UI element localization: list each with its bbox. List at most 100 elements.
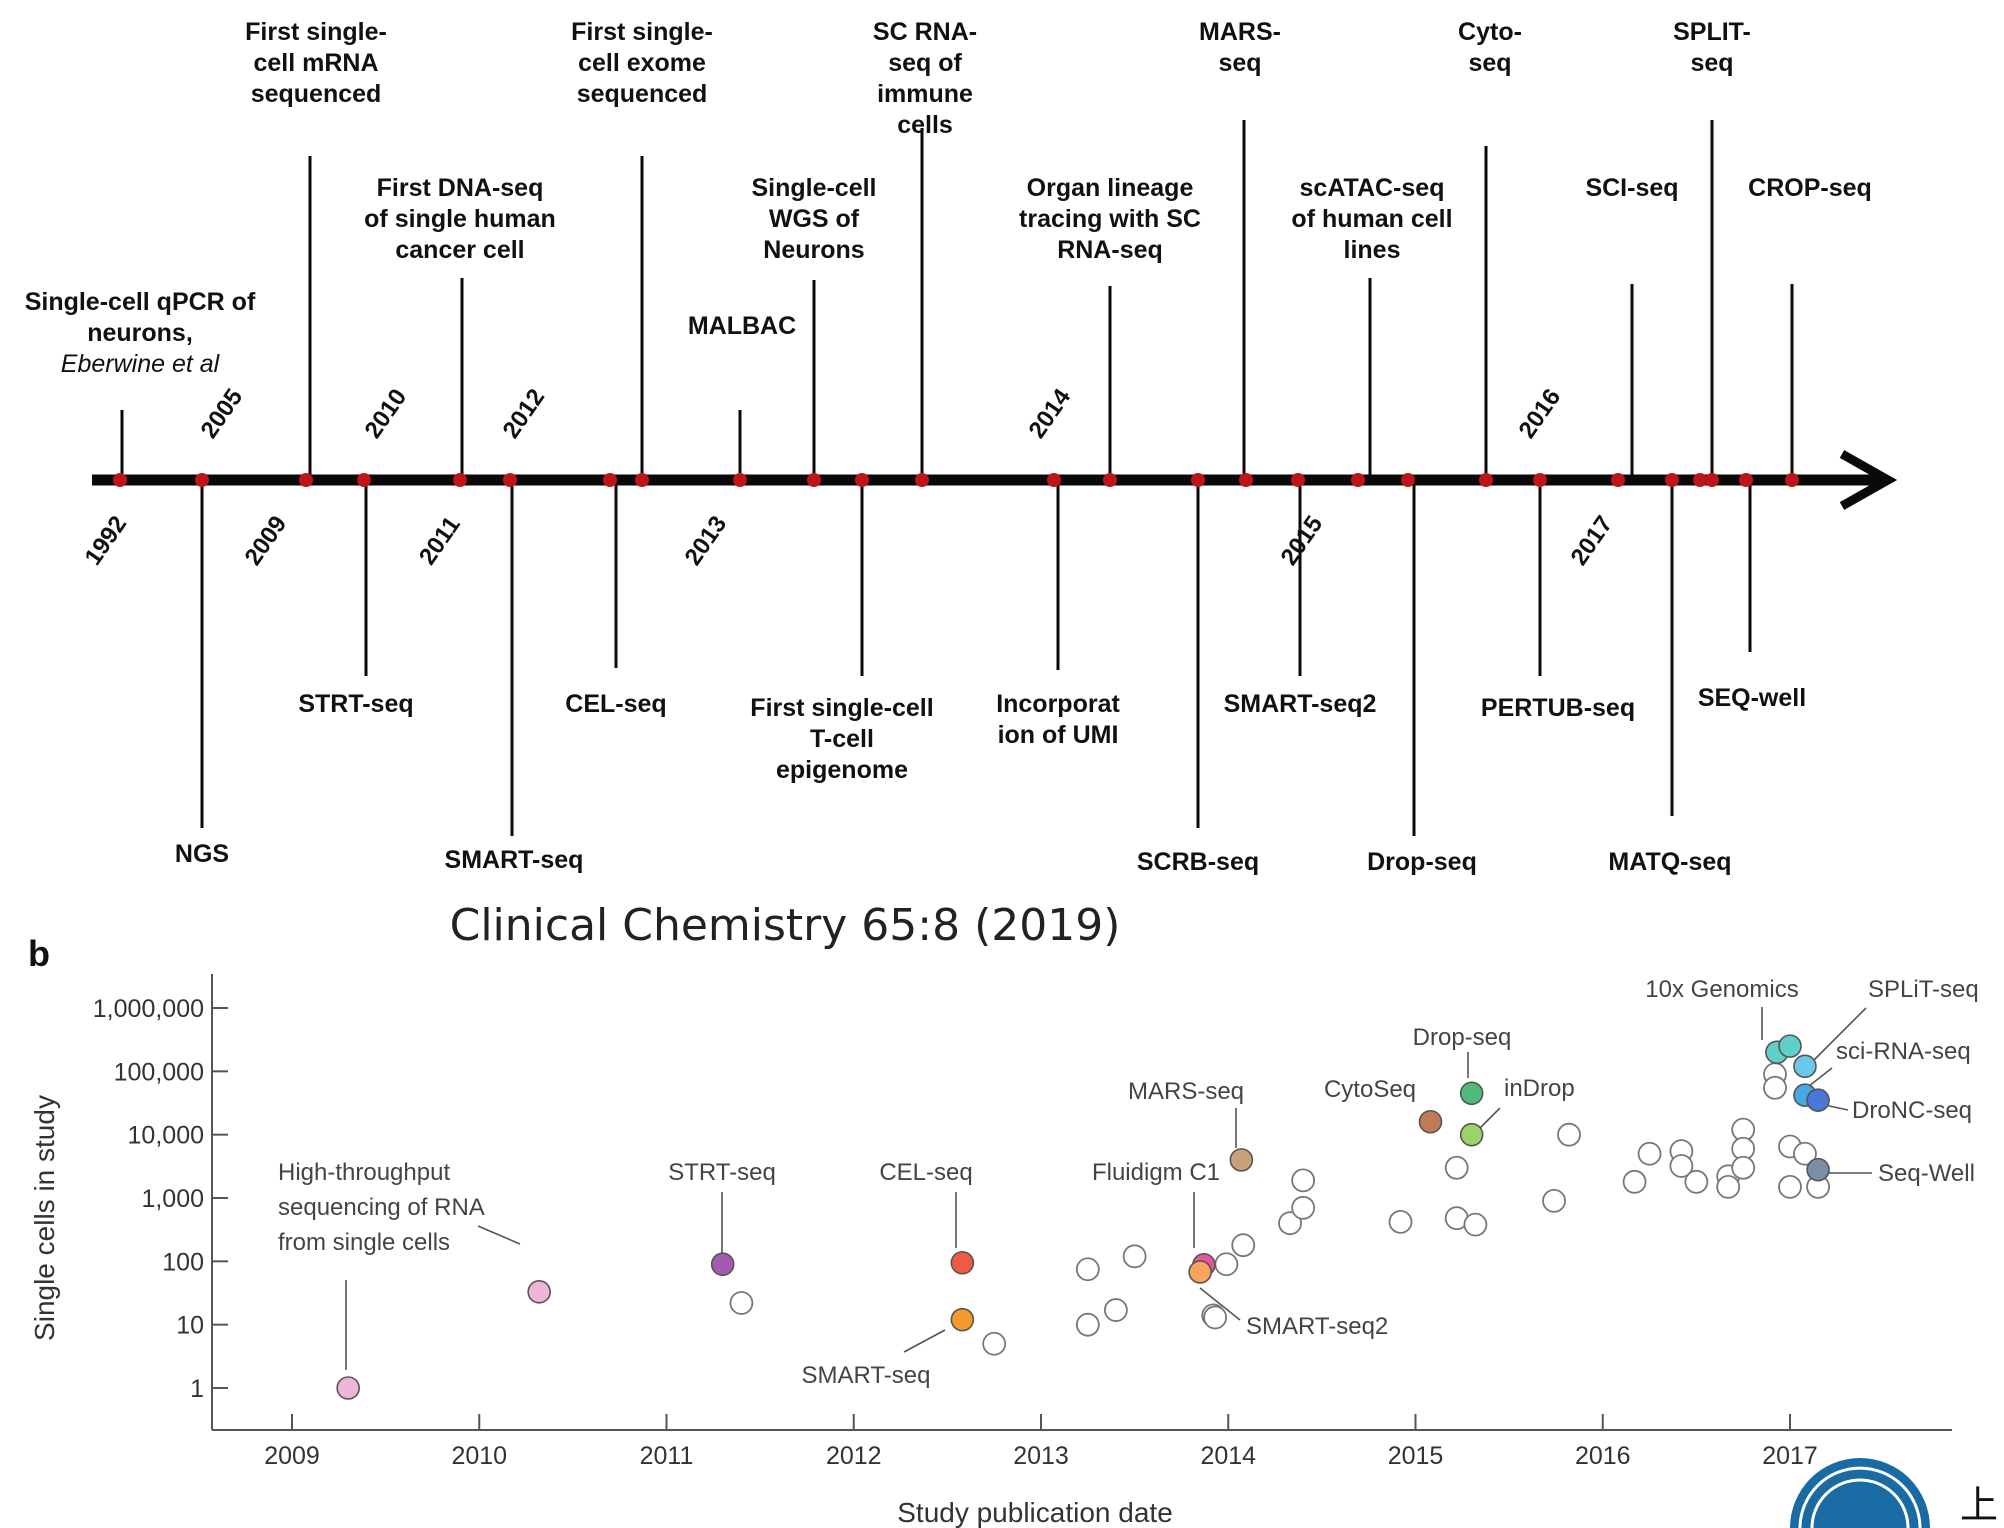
timeline-event-label: CROP-seq	[1748, 174, 1872, 202]
timeline-year-label: 2010	[359, 384, 412, 443]
point-annotation: MARS-seq	[1128, 1078, 1244, 1105]
open-data-point	[1278, 1211, 1302, 1236]
point-annotation: Drop-seq	[1413, 1024, 1512, 1051]
timeline-dot	[1291, 473, 1305, 487]
timeline-year-label: 2012	[497, 384, 550, 443]
timeline-dot	[357, 473, 371, 487]
highlighted-data-point	[527, 1280, 551, 1304]
timeline-event-label: STRT-seq	[298, 690, 413, 718]
timeline-dot	[1611, 473, 1625, 487]
timeline-event-label: SMART-seq	[445, 846, 584, 874]
timeline-dot	[1665, 473, 1679, 487]
highlighted-data-point	[1188, 1260, 1212, 1284]
open-data-point	[729, 1291, 754, 1315]
timeline-event-label: scATAC-seq of human cell lines	[1291, 174, 1452, 264]
y-axis-title: Single cells in study	[29, 1095, 60, 1341]
timeline-dot	[1785, 473, 1799, 487]
point-annotation: High-throughput sequencing of RNA from sin…	[278, 1159, 485, 1256]
timeline-event-label: MATQ-seq	[1608, 848, 1731, 876]
timeline-year-label: 2013	[679, 511, 732, 570]
timeline-dot	[453, 473, 467, 487]
x-tick-label: 2016	[1575, 1442, 1631, 1470]
timeline-dot	[1533, 473, 1547, 487]
timeline-dot	[807, 473, 821, 487]
panel-label: b	[28, 933, 50, 974]
open-data-point	[1291, 1168, 1316, 1193]
x-tick-label: 2015	[1388, 1442, 1444, 1470]
y-tick-label: 1	[190, 1375, 204, 1403]
timeline-event-label: MALBAC	[688, 312, 796, 340]
highlighted-data-point	[1778, 1034, 1802, 1058]
highlighted-data-point	[710, 1252, 735, 1277]
timeline-dot	[603, 473, 617, 487]
timeline-arrowhead	[1839, 450, 1898, 510]
point-annotation: SPLiT-seq	[1868, 976, 1979, 1003]
x-tick-label: 2009	[264, 1442, 320, 1470]
timeline-dot	[503, 473, 517, 487]
timeline-event-label: SCRB-seq	[1137, 848, 1259, 876]
figure-caption: Clinical Chemistry 65:8 (2019)	[450, 900, 1121, 951]
point-annotation: SMART-seq2	[1246, 1313, 1388, 1340]
point-annotation: 10x Genomics	[1645, 976, 1798, 1003]
point-annotation: Seq-Well	[1878, 1160, 1975, 1187]
timeline-event-label: SCI-seq	[1585, 174, 1678, 202]
timeline-dot	[1047, 473, 1061, 487]
timeline-event-label: Single-cell WGS of Neurons	[751, 174, 876, 264]
y-tick-label: 1,000	[141, 1185, 204, 1213]
timeline-dot	[1191, 473, 1205, 487]
point-annotation: STRT-seq	[668, 1159, 776, 1186]
open-data-point	[982, 1331, 1007, 1356]
timeline-year-label: 2009	[239, 511, 292, 570]
timeline-event-label: First single-cell exome sequenced	[571, 18, 713, 108]
annotation-leader	[477, 1225, 521, 1245]
timeline-year-label: 2017	[1565, 511, 1618, 570]
timeline-event-label: MARS-seq	[1199, 18, 1281, 77]
y-tick-label: 100	[162, 1248, 204, 1276]
open-data-point	[1778, 1174, 1802, 1199]
timeline-event-label: First single-cell T-cell epigenome	[750, 694, 933, 784]
highlighted-data-point	[950, 1307, 975, 1332]
x-tick-label: 2017	[1762, 1442, 1818, 1470]
open-data-point	[1763, 1075, 1787, 1100]
y-tick-label: 10	[176, 1312, 204, 1340]
open-data-point	[1463, 1212, 1488, 1237]
annotation-leader	[903, 1329, 946, 1353]
timeline-dot	[1103, 473, 1117, 487]
timeline-dot	[1479, 473, 1493, 487]
x-axis-title: Study publication date	[897, 1497, 1173, 1528]
timeline-year-label: 2015	[1275, 511, 1328, 570]
y-tick-label: 100,000	[114, 1058, 204, 1086]
timeline-event-label: Incorporat ion of UMI	[996, 690, 1120, 749]
highlighted-data-point	[1459, 1122, 1484, 1147]
open-data-point	[1214, 1252, 1239, 1277]
highlighted-data-point	[1806, 1088, 1830, 1113]
point-annotation: sci-RNA-seq	[1836, 1038, 1971, 1065]
timeline-year-label: 2014	[1023, 384, 1076, 444]
timeline-dot	[299, 473, 313, 487]
x-tick-label: 2011	[640, 1442, 694, 1470]
open-data-point	[1388, 1209, 1413, 1234]
annotation-leader	[1477, 1107, 1501, 1131]
point-annotation: CEL-seq	[879, 1159, 972, 1186]
highlighted-data-point	[1793, 1054, 1817, 1079]
timeline-event-label: First single-cell mRNA sequenced	[245, 18, 387, 108]
highlighted-data-point	[950, 1250, 975, 1275]
open-data-point	[1104, 1298, 1128, 1322]
timeline-event-label: SEQ-well	[1698, 684, 1806, 712]
corner-logo: 上	[1790, 1458, 1998, 1528]
timeline-event-label: PERTUB-seq	[1481, 694, 1635, 722]
timeline-event-label: SPLIT-seq	[1673, 18, 1751, 77]
point-annotation: SMART-seq	[802, 1362, 931, 1389]
timeline-year-label: 1992	[79, 511, 132, 570]
annotation-leader	[1811, 1007, 1867, 1063]
highlighted-data-point	[336, 1376, 360, 1400]
point-annotation: Fluidigm C1	[1092, 1159, 1220, 1186]
timeline-event-label: Drop-seq	[1367, 848, 1477, 876]
timeline-dot	[1351, 473, 1365, 487]
x-tick-label: 2013	[1013, 1442, 1069, 1470]
timeline-dot	[1705, 473, 1719, 487]
highlighted-data-point	[1418, 1109, 1443, 1134]
timeline-dot	[1401, 473, 1415, 487]
open-data-point	[1542, 1188, 1566, 1213]
timeline-event-label: NGS	[175, 840, 229, 868]
